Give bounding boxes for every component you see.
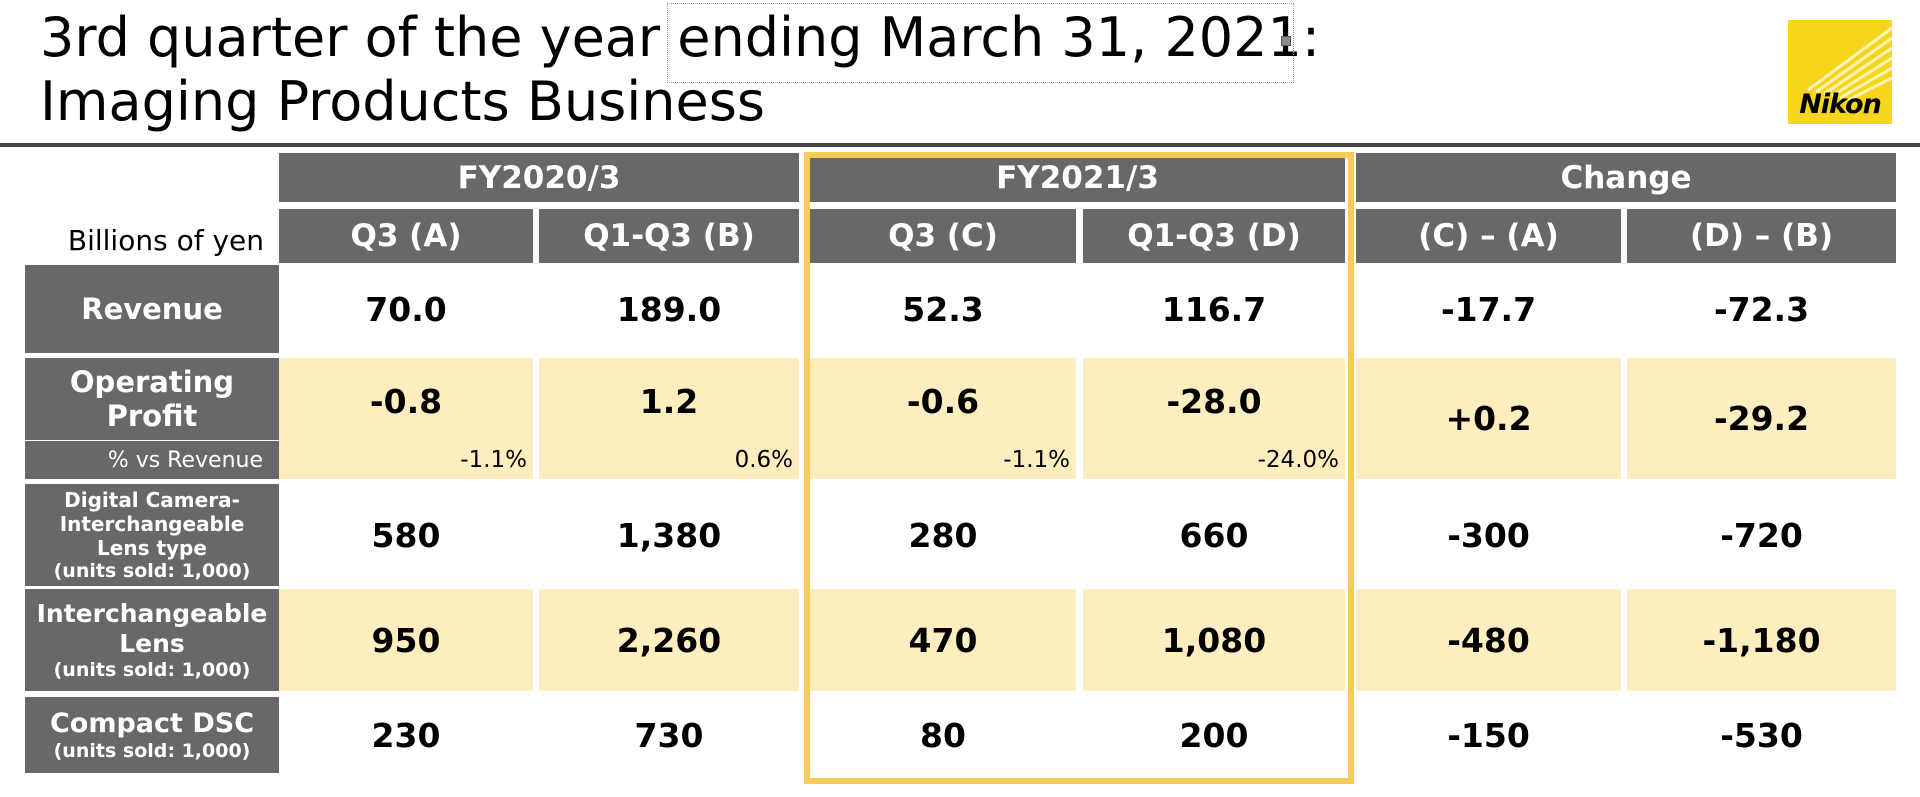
cell-compact-q1q3-b: 730	[634, 715, 704, 755]
row-label-compact-dsc: Compact DSC (units sold: 1,000)	[25, 697, 279, 773]
row-label-interchangeable-lens: Interchangeable Lens (units sold: 1,000)	[25, 589, 279, 691]
cell-dc-ilc-q1q3-b: 1,380	[616, 515, 722, 555]
cell-op-profit-q1q3-b: 1.2	[539, 358, 799, 444]
column-header-change-db: (D) – (B)	[1627, 209, 1896, 263]
cell-lens-q1q3-d: 1,080	[1083, 589, 1345, 691]
selection-handle-icon[interactable]	[1281, 36, 1291, 46]
cell-op-margin-q3-c: -1.1%	[810, 444, 1076, 479]
cell-revenue-q3-c: 52.3	[902, 289, 984, 329]
cell-lens-q3-c: 470	[810, 589, 1076, 691]
group-header-change: Change	[1356, 153, 1896, 202]
cell-revenue-change-ca: -17.7	[1440, 289, 1537, 329]
cell-op-profit-change-ca: +0.2	[1356, 358, 1621, 479]
cell-op-profit-q1q3-d: -28.0	[1083, 358, 1345, 444]
cell-lens-change-db: -1,180	[1627, 589, 1896, 691]
cell-compact-change-db: -530	[1720, 715, 1803, 755]
cell-revenue-q3-a: 70.0	[365, 289, 447, 329]
cell-compact-q3-c: 80	[920, 715, 966, 755]
cell-dc-ilc-q3-a: 580	[371, 515, 441, 555]
text-selection-box[interactable]	[667, 3, 1294, 83]
column-header-change-ca: (C) – (A)	[1356, 209, 1621, 263]
cell-compact-q1q3-d: 200	[1179, 715, 1249, 755]
title-line-1: 3rd quarter of the year ending March 31,…	[40, 6, 1321, 69]
row-label-operating-profit: Operating Profit	[25, 358, 279, 440]
cell-dc-ilc-change-ca: -300	[1447, 515, 1530, 555]
cell-dc-ilc-q1q3-d: 660	[1179, 515, 1249, 555]
cell-lens-q3-a: 950	[279, 589, 533, 691]
cell-op-margin-q1q3-d: -24.0%	[1083, 444, 1345, 479]
column-header-q1q3-d: Q1-Q3 (D)	[1083, 209, 1345, 263]
unit-label: Billions of yen	[67, 224, 264, 257]
column-header-q1q3-b: Q1-Q3 (B)	[539, 209, 799, 263]
cell-lens-q1q3-b: 2,260	[539, 589, 799, 691]
column-header-q3-a: Q3 (A)	[279, 209, 533, 263]
cell-compact-q3-a: 230	[371, 715, 441, 755]
cell-op-profit-q3-c: -0.6	[810, 358, 1076, 444]
page-title: 3rd quarter of the year ending March 31,…	[40, 6, 1320, 134]
cell-lens-change-ca: -480	[1356, 589, 1621, 691]
cell-op-profit-q3-a: -0.8	[279, 358, 533, 444]
cell-compact-change-ca: -150	[1447, 715, 1530, 755]
cell-op-profit-change-db: -29.2	[1627, 358, 1896, 479]
column-header-q3-c: Q3 (C)	[810, 209, 1076, 263]
group-header-fy2020: FY2020/3	[279, 153, 799, 202]
cell-op-margin-q3-a: -1.1%	[279, 444, 533, 479]
logo-text: Nikon	[1799, 89, 1882, 120]
row-label-digital-camera-ilc: Digital Camera-Interchangeable Lens type…	[25, 484, 279, 586]
title-line-2: Imaging Products Business	[40, 70, 766, 133]
row-label-pct-vs-revenue: % vs Revenue	[25, 441, 279, 479]
cell-dc-ilc-q3-c: 280	[908, 515, 978, 555]
nikon-logo-icon	[1788, 20, 1892, 124]
cell-op-margin-q1q3-b: 0.6%	[539, 444, 799, 479]
cell-revenue-q1q3-b: 189.0	[616, 289, 722, 329]
row-label-revenue: Revenue	[25, 265, 279, 353]
nikon-logo: Nikon	[1788, 20, 1892, 124]
title-divider	[0, 143, 1920, 147]
cell-revenue-q1q3-d: 116.7	[1161, 289, 1267, 329]
cell-revenue-change-db: -72.3	[1713, 289, 1810, 329]
group-header-fy2021: FY2021/3	[810, 153, 1345, 202]
cell-dc-ilc-change-db: -720	[1720, 515, 1803, 555]
